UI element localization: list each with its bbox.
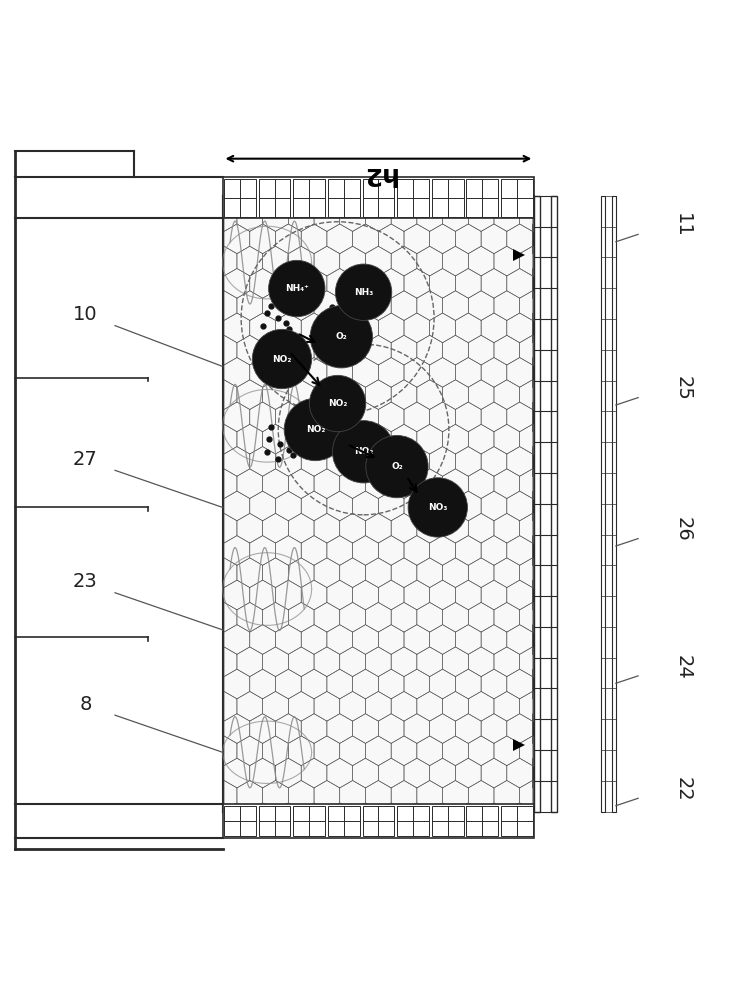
Bar <box>328 179 360 217</box>
Bar <box>467 179 498 217</box>
Bar <box>612 196 616 812</box>
Text: NO₂: NO₂ <box>272 355 292 364</box>
Bar <box>259 179 290 217</box>
Bar <box>467 806 498 836</box>
Bar <box>501 806 533 836</box>
Circle shape <box>408 478 467 537</box>
Bar <box>551 196 556 812</box>
Text: NO₂: NO₂ <box>328 399 347 408</box>
Bar <box>223 196 534 812</box>
Bar <box>223 177 534 218</box>
Circle shape <box>252 329 312 389</box>
Text: 11: 11 <box>673 213 692 238</box>
Text: 10: 10 <box>73 305 98 324</box>
Bar <box>397 806 429 836</box>
Text: 8: 8 <box>79 695 91 714</box>
Bar <box>223 804 534 838</box>
Text: h2: h2 <box>361 162 396 186</box>
Circle shape <box>366 435 428 498</box>
Bar <box>432 806 464 836</box>
Text: NO₃: NO₃ <box>428 503 447 512</box>
Bar <box>328 806 360 836</box>
Circle shape <box>284 398 347 461</box>
Circle shape <box>310 306 372 368</box>
Text: 27: 27 <box>73 450 98 469</box>
Text: 25: 25 <box>673 376 692 401</box>
Text: 26: 26 <box>673 517 692 542</box>
Bar <box>432 179 464 217</box>
Bar <box>259 806 290 836</box>
Bar <box>293 179 325 217</box>
Bar <box>501 179 533 217</box>
Text: NO₂: NO₂ <box>354 447 373 456</box>
Circle shape <box>332 421 395 483</box>
Text: 23: 23 <box>73 572 98 591</box>
Text: NH₄⁺: NH₄⁺ <box>285 284 309 293</box>
Bar <box>363 806 394 836</box>
Circle shape <box>309 375 366 432</box>
Circle shape <box>335 264 392 320</box>
Text: O₂: O₂ <box>335 332 347 341</box>
Bar <box>397 179 429 217</box>
Text: NO₂: NO₂ <box>306 425 325 434</box>
Bar <box>224 806 256 836</box>
Bar <box>363 179 394 217</box>
Text: NH₃: NH₃ <box>354 288 373 297</box>
Bar <box>224 179 256 217</box>
Bar <box>293 806 325 836</box>
Bar <box>534 196 540 812</box>
Text: 24: 24 <box>673 655 692 679</box>
Text: O₂: O₂ <box>391 462 403 471</box>
Circle shape <box>269 260 325 317</box>
Text: 22: 22 <box>673 777 692 802</box>
Bar <box>601 196 605 812</box>
